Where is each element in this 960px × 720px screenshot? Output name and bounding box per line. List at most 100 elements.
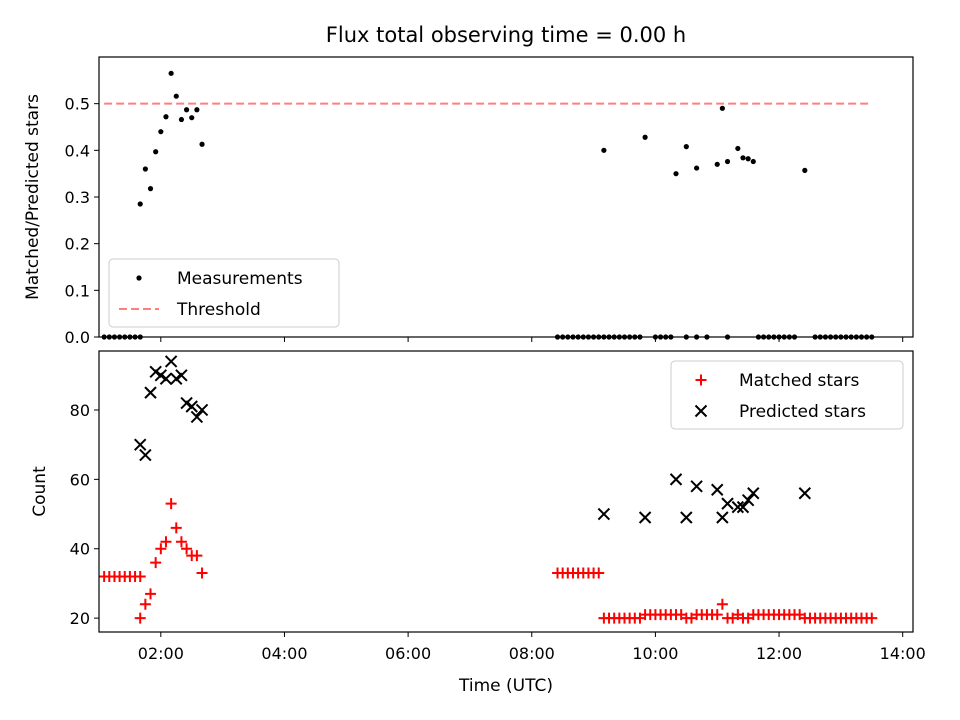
legend-box bbox=[108, 258, 340, 328]
measurement-point bbox=[683, 144, 689, 150]
bottom-x-tick-label: 06:00 bbox=[385, 644, 431, 663]
predicted-stars-point bbox=[144, 386, 157, 399]
measurement-point bbox=[147, 186, 154, 192]
matched-stars-point bbox=[160, 536, 172, 548]
bottom-y-tick-label: 60 bbox=[70, 470, 90, 489]
measurement-point bbox=[802, 167, 808, 173]
bottom-y-tick-label: 80 bbox=[70, 401, 90, 420]
measurement-point bbox=[740, 155, 746, 161]
legend-measurements-marker bbox=[136, 275, 142, 281]
measurement-point bbox=[735, 145, 741, 152]
matched-stars-point bbox=[866, 612, 878, 624]
matched-stars-point bbox=[150, 557, 162, 569]
x-axis-label: Time (UTC) bbox=[458, 676, 553, 696]
predicted-stars-point bbox=[721, 497, 734, 510]
bottom-y-tick-label: 20 bbox=[70, 609, 90, 628]
predicted-stars-point bbox=[185, 400, 198, 413]
predicted-stars-point bbox=[164, 355, 178, 368]
matched-stars-point bbox=[191, 550, 203, 562]
legend-label: Matched stars bbox=[739, 371, 859, 391]
predicted-stars-point bbox=[139, 448, 152, 462]
predicted-stars-point bbox=[731, 500, 745, 514]
predicted-stars-point bbox=[134, 438, 147, 451]
matched-stars-point bbox=[593, 567, 605, 579]
legend-label: Predicted stars bbox=[739, 402, 866, 422]
bottom-x-tick-label: 02:00 bbox=[138, 644, 184, 663]
measurement-point bbox=[714, 161, 720, 167]
measurement-point bbox=[694, 165, 700, 171]
measurement-point bbox=[163, 114, 169, 120]
matched-stars-point bbox=[181, 543, 193, 555]
matched-stars-point bbox=[155, 543, 167, 555]
predicted-stars-point bbox=[638, 511, 652, 524]
bottom-x-tick-label: 08:00 bbox=[509, 644, 555, 663]
matched-stars-point bbox=[170, 522, 182, 534]
measurement-point bbox=[750, 158, 756, 165]
matched-stars-point bbox=[139, 598, 151, 610]
measurement-point bbox=[153, 149, 159, 155]
predicted-stars-point bbox=[747, 487, 760, 500]
predicted-stars-point bbox=[597, 507, 611, 521]
measurement-point bbox=[168, 70, 174, 76]
top-y-axis-label: Matched/Predicted stars bbox=[23, 94, 43, 300]
measurement-point bbox=[642, 134, 648, 140]
predicted-stars-point bbox=[690, 480, 703, 493]
matched-stars-point bbox=[165, 498, 177, 510]
bottom-y-axis-label: Count bbox=[30, 466, 50, 517]
measurement-point bbox=[173, 93, 179, 99]
measurement-point bbox=[189, 115, 195, 121]
bottom-y-tick-label: 40 bbox=[70, 540, 90, 559]
bottom-x-tick-label: 04:00 bbox=[261, 644, 307, 663]
legend-label: Measurements bbox=[177, 269, 303, 289]
bottom-x-tick-label: 14:00 bbox=[880, 644, 926, 663]
top-panel: 0.0 0.1 0.2 0.3 0.4 0.5 Matched/Predicted star… bbox=[23, 56, 914, 347]
measurement-point bbox=[178, 116, 185, 123]
matched-stars-point bbox=[175, 536, 187, 548]
measurement-point bbox=[194, 107, 200, 113]
measurement-point bbox=[158, 129, 164, 135]
top-axes-frame bbox=[98, 56, 914, 338]
predicted-stars-point bbox=[175, 369, 188, 382]
bottom-x-tick-label: 12:00 bbox=[756, 644, 802, 663]
measurement-point bbox=[719, 105, 725, 111]
legend-label: Threshold bbox=[176, 300, 261, 320]
predicted-stars-point bbox=[716, 511, 729, 524]
measurement-point bbox=[601, 147, 607, 153]
legend-matched-marker bbox=[695, 374, 707, 386]
measurement-point bbox=[137, 201, 143, 207]
top-y-tick-label: 0.4 bbox=[65, 141, 90, 160]
matched-stars-point bbox=[134, 570, 146, 582]
predicted-stars-point bbox=[711, 483, 724, 496]
predicted-stars-point bbox=[741, 493, 755, 507]
matched-stars-point bbox=[196, 567, 208, 579]
predicted-stars-point bbox=[798, 487, 812, 500]
predicted-stars-point bbox=[195, 403, 209, 417]
top-y-tick-label: 0.5 bbox=[65, 95, 90, 114]
matched-stars-point bbox=[145, 588, 157, 600]
matched-stars-point bbox=[134, 612, 146, 624]
top-legend: Measurements Threshold bbox=[108, 258, 340, 328]
measurement-point bbox=[183, 107, 190, 113]
predicted-stars-point bbox=[736, 500, 750, 514]
top-y-tick-label: 0.0 bbox=[65, 328, 90, 347]
predicted-stars-point bbox=[159, 372, 173, 385]
measurement-point bbox=[673, 171, 679, 177]
predicted-stars-point bbox=[669, 473, 683, 486]
top-y-tick-label: 0.1 bbox=[65, 281, 90, 300]
predicted-stars-point bbox=[190, 410, 204, 424]
matched-stars-point bbox=[716, 598, 728, 610]
measurement-point bbox=[745, 156, 751, 162]
chart-title: Flux total observing time = 0.00 h bbox=[326, 23, 686, 47]
bottom-axes-frame bbox=[98, 350, 914, 633]
bottom-legend: Matched stars Predicted stars bbox=[670, 360, 904, 430]
top-y-tick-label: 0.3 bbox=[65, 188, 90, 207]
measurement-point bbox=[142, 166, 148, 172]
legend-box bbox=[670, 360, 904, 430]
bottom-x-tick-label: 10:00 bbox=[632, 644, 678, 663]
predicted-stars-point bbox=[680, 511, 693, 524]
legend-predicted-marker bbox=[694, 404, 708, 418]
bottom-panel: 20 40 60 80 02:00 04:00 06:00 08:00 10:00 12:00 14… bbox=[30, 350, 926, 663]
measurement-point bbox=[199, 141, 205, 147]
